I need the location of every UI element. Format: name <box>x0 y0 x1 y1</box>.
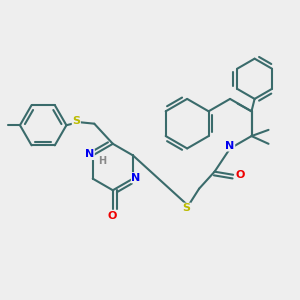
Text: O: O <box>107 211 117 220</box>
Text: S: S <box>183 203 191 213</box>
Text: H: H <box>98 156 106 166</box>
Text: N: N <box>85 149 94 160</box>
Text: N: N <box>131 173 141 183</box>
Text: O: O <box>235 170 244 180</box>
Text: S: S <box>72 116 80 126</box>
Text: N: N <box>225 141 235 151</box>
